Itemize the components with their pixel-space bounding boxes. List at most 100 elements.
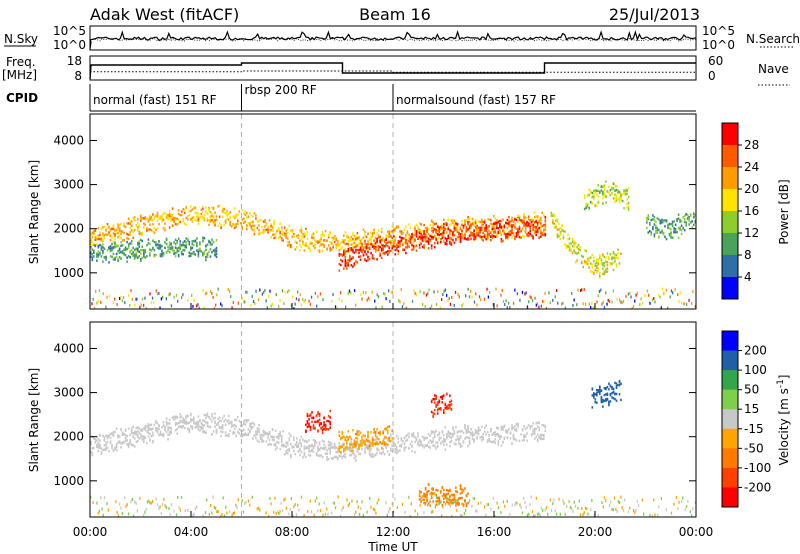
echo-cell [180,252,183,256]
echo-cell [603,399,606,402]
colorbar-cell [722,255,738,278]
echo-cell [370,448,372,451]
echo-cell [327,244,330,247]
clutter-cell [691,302,693,305]
echo-cell [296,441,298,444]
echo-cell [446,240,448,243]
echo-cell [477,220,480,223]
echo-cell [364,447,366,450]
clutter-cell [438,501,440,505]
echo-cell [91,256,94,259]
echo-cell [183,249,186,252]
echo-cell [205,244,207,247]
clutter-cell [602,300,604,304]
echo-cell [265,228,268,232]
echo-cell [226,434,228,437]
echo-cell [441,486,444,489]
echo-cell [349,446,351,449]
echo-cell [497,439,500,443]
echo-cell [596,389,598,392]
echo-cell [429,446,431,449]
echo-cell [429,492,431,496]
echo-cell [352,242,354,246]
echo-cell [464,233,466,236]
echo-cell [380,238,383,242]
echo-cell [603,255,606,259]
echo-cell [503,437,506,440]
echo-cell [303,451,306,455]
clutter-cell [101,507,103,511]
echo-cell [190,205,192,208]
echo-cell [362,236,365,239]
clutter-cell [593,305,595,309]
clutter-cell [593,513,595,517]
echo-cell [324,229,327,233]
clutter-cell [178,506,180,510]
colorbar-tick-label: -15 [744,422,764,436]
echo-cell [344,260,347,263]
echo-cell [388,240,391,243]
echo-cell [149,251,151,255]
echo-cell [199,248,201,251]
echo-cell [614,392,616,396]
echo-cell [197,250,200,253]
echo-cell [168,214,171,218]
echo-cell [302,438,304,441]
echo-cell [423,230,425,233]
echo-cell [117,225,119,228]
echo-cell [427,489,430,493]
clutter-cell [669,295,671,299]
echo-cell [183,420,186,423]
echo-cell [223,414,225,418]
clutter-cell [660,497,662,501]
clutter-cell [577,506,579,510]
echo-cell [476,435,478,439]
clutter-cell [120,295,122,299]
echo-cell [150,423,153,426]
echo-cell [262,229,265,232]
echo-cell [668,233,671,237]
echo-cell [153,217,156,220]
echo-cell [482,437,484,440]
echo-cell [221,207,224,210]
echo-cell [94,244,97,248]
echo-cell [403,446,406,449]
echo-cell [285,445,287,448]
echo-cell [538,436,540,439]
echo-cell [250,422,253,426]
echo-cell [506,222,509,225]
echo-cell [168,433,171,436]
clutter-cell [169,292,171,296]
echo-cell [229,222,231,226]
echo-cell [252,425,254,429]
echo-cell [273,233,275,236]
echo-cell [115,442,118,446]
echo-cell [435,237,437,240]
clutter-cell [245,290,247,294]
echo-cell [523,222,525,226]
echo-cell [150,215,153,219]
echo-cell [394,444,397,447]
echo-cell [126,434,128,438]
echo-cell [141,245,144,248]
echo-cell [615,392,618,396]
clutter-cell [377,295,380,299]
echo-cell [438,432,441,436]
echo-cell [171,249,174,252]
echo-cell [683,229,686,232]
echo-cell [435,447,437,450]
echo-cell [332,457,334,460]
echo-cell [618,393,621,396]
echo-cell [114,258,116,261]
clutter-cell [534,514,536,517]
echo-cell [596,189,598,192]
clutter-cell [376,501,378,505]
echo-cell [480,238,483,241]
echo-cell [496,426,498,429]
echo-cell [390,449,392,452]
echo-cell [144,436,147,439]
clutter-cell [576,303,578,307]
echo-cell [100,255,103,258]
echo-cell [496,221,498,224]
echo-cell [611,391,613,395]
